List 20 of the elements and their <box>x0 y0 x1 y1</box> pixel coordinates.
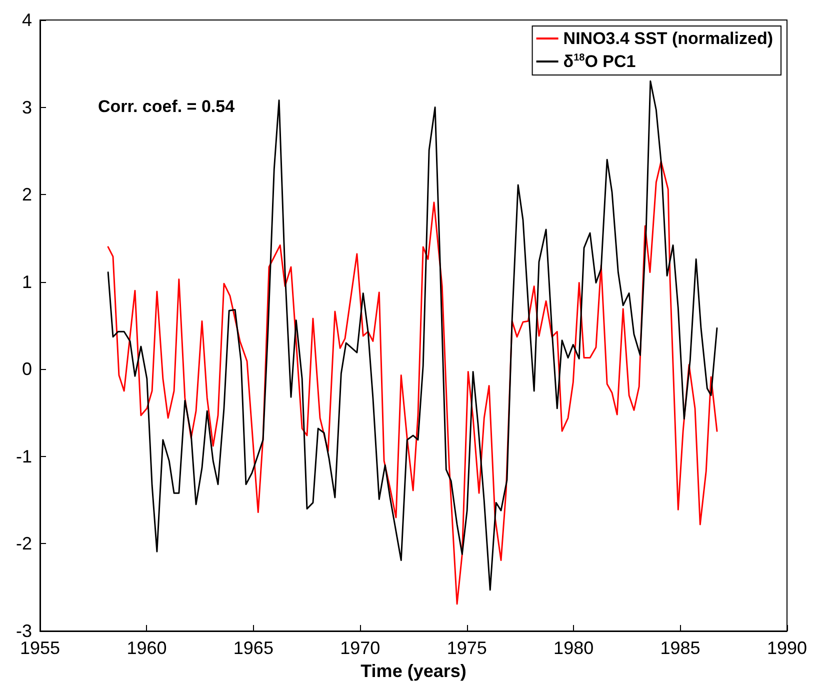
line-series <box>107 160 718 605</box>
x-tick-label: 1975 <box>446 638 487 658</box>
y-tick-label: 0 <box>22 359 32 380</box>
x-tick-label: 1985 <box>660 638 700 658</box>
legend-label: NINO3.4 SST (normalized) <box>563 29 773 48</box>
y-tick-label: -2 <box>16 534 32 554</box>
annotation: Corr. coef. = 0.54 <box>98 97 236 116</box>
x-tick-label: 1965 <box>233 638 274 658</box>
x-tick-label: 1980 <box>554 638 594 658</box>
y-tick-label: 3 <box>22 97 32 118</box>
y-tick-label: -3 <box>16 621 32 641</box>
x-tick-label: 1990 <box>766 638 808 658</box>
y-tick-label: 1 <box>22 272 32 292</box>
x-axis-title: Time (years) <box>360 660 466 681</box>
x-tick-label: 1970 <box>340 638 380 658</box>
y-tick-label: -1 <box>16 446 32 466</box>
y-tick-label: 2 <box>22 184 32 205</box>
x-tick-label: 1960 <box>126 638 167 658</box>
x-tick-label: 1955 <box>20 638 60 658</box>
y-tick-label: 4 <box>22 10 32 30</box>
